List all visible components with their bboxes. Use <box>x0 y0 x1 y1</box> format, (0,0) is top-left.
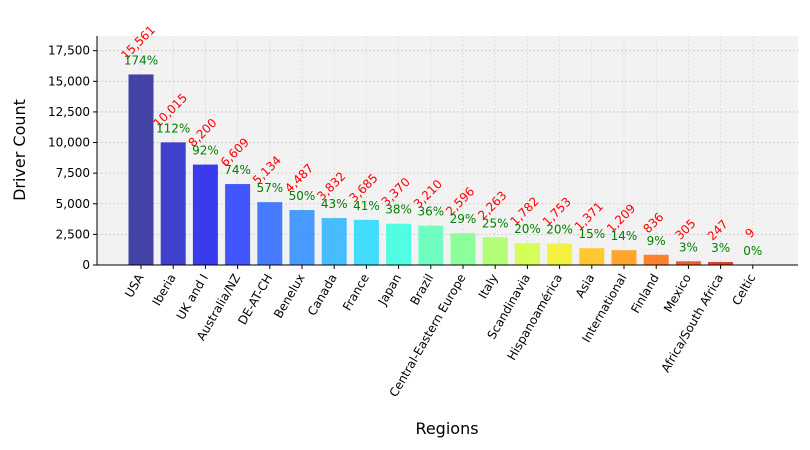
y-axis-ticks: 0 2,500 5,000 7,500 10,000 12,500 15,000 17,500 <box>48 44 97 272</box>
x-axis-title: Regions <box>415 419 478 438</box>
bar-mexico <box>675 261 701 265</box>
y-tick-label: 2,500 <box>56 227 90 241</box>
bar-usa <box>128 74 154 266</box>
y-tick-label: 7,500 <box>56 166 90 180</box>
x-tick-label: Canada <box>305 272 340 319</box>
bar-central-eastern-europe <box>450 233 476 265</box>
percent-label: 14% <box>611 229 638 243</box>
percent-label: 20% <box>514 222 541 236</box>
x-tick-label: Iberia <box>150 272 179 309</box>
y-tick-label: 12,500 <box>48 105 90 119</box>
bar-iberia <box>160 142 186 265</box>
y-tick-label: 10,000 <box>48 136 90 150</box>
x-tick-label: Italy <box>476 272 501 302</box>
percent-label: 50% <box>289 189 316 203</box>
percent-label: 43% <box>321 197 348 211</box>
bar-africa-south-africa <box>708 261 734 265</box>
bar-japan <box>386 223 412 265</box>
percent-label: 0% <box>743 244 762 258</box>
percent-label: 15% <box>578 227 605 241</box>
x-tick-label: Africa/South Africa <box>658 272 726 375</box>
x-tick-label: Japan <box>375 272 404 309</box>
x-tick-label: France <box>340 272 372 314</box>
axes <box>96 36 798 266</box>
percent-label: 25% <box>482 216 509 230</box>
percent-label: 174% <box>124 53 158 67</box>
x-tick-label: Benelux <box>271 272 307 321</box>
bar-brazil <box>418 225 444 265</box>
x-tick-label: Brazil <box>408 272 437 308</box>
percent-label: 38% <box>385 203 412 217</box>
bar-asia <box>579 248 605 265</box>
y-tick-label: 17,500 <box>48 44 90 58</box>
x-tick-label: USA <box>122 271 147 300</box>
y-tick-label: 5,000 <box>56 197 90 211</box>
percent-label: 3% <box>711 241 730 255</box>
bar-canada <box>321 218 347 265</box>
x-tick-label: Finland <box>628 272 662 316</box>
percent-label: 41% <box>353 199 380 213</box>
y-tick-label: 0 <box>82 258 90 272</box>
bar-finland <box>643 254 669 265</box>
bar-france <box>353 219 379 265</box>
bar-benelux <box>289 210 315 265</box>
bar-scandinavia <box>514 243 540 265</box>
bar-international <box>611 250 637 265</box>
percent-labels: 174% 112%92% 74% 57% 50% 43% 41% 38% 36% 29% 25% 20… <box>124 53 762 257</box>
percent-label: 92% <box>192 144 219 158</box>
percent-label: 74% <box>224 163 251 177</box>
percent-label: 112% <box>156 121 190 135</box>
bar-hispanoam-rica <box>547 243 573 265</box>
x-tick-label: Mexico <box>661 272 694 315</box>
percent-label: 3% <box>679 240 698 254</box>
percent-label: 9% <box>647 234 666 248</box>
x-tick-label: Asia <box>573 272 598 301</box>
percent-label: 20% <box>546 223 573 237</box>
x-tick-label: Celtic <box>729 272 758 308</box>
bar-de-at-ch <box>257 202 283 265</box>
y-tick-label: 15,000 <box>48 74 90 88</box>
percent-label: 36% <box>417 205 444 219</box>
y-axis-title: Driver Count <box>10 99 29 201</box>
percent-label: 29% <box>450 212 477 226</box>
percent-label: 57% <box>256 181 283 195</box>
bar-australia-nz <box>225 184 251 265</box>
bar-uk-and-i <box>192 164 218 265</box>
bar-italy <box>482 237 508 265</box>
bars <box>128 74 766 266</box>
